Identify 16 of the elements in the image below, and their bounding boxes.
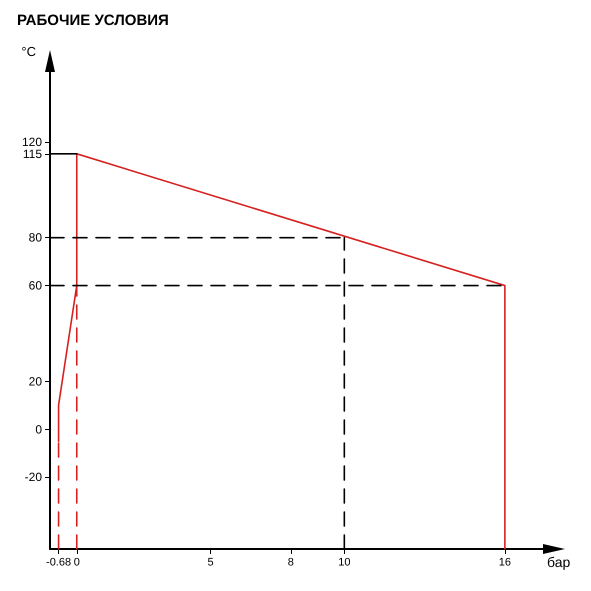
y-tick-label: 0 <box>35 422 42 436</box>
x-tick-label: 8 <box>288 556 294 568</box>
y-tick-label: 80 <box>28 230 42 245</box>
x-tick-label: 0 <box>74 556 80 568</box>
y-axis-title: °C <box>21 44 36 59</box>
x-tick-label: -0.68 <box>46 556 72 568</box>
y-tick-label: -20 <box>24 470 42 484</box>
y-tick-label: 115 <box>22 146 42 161</box>
chart-title: РАБОЧИЕ УСЛОВИЯ <box>17 12 169 29</box>
x-axis-title: бар <box>547 554 570 570</box>
y-tick-label: 60 <box>28 278 42 293</box>
x-tick-label: 5 <box>207 556 214 568</box>
x-tick-label: 16 <box>498 556 511 568</box>
y-tick-label: 120 <box>22 134 42 149</box>
y-tick-label: 20 <box>28 374 42 388</box>
x-tick-label: 10 <box>338 556 350 568</box>
